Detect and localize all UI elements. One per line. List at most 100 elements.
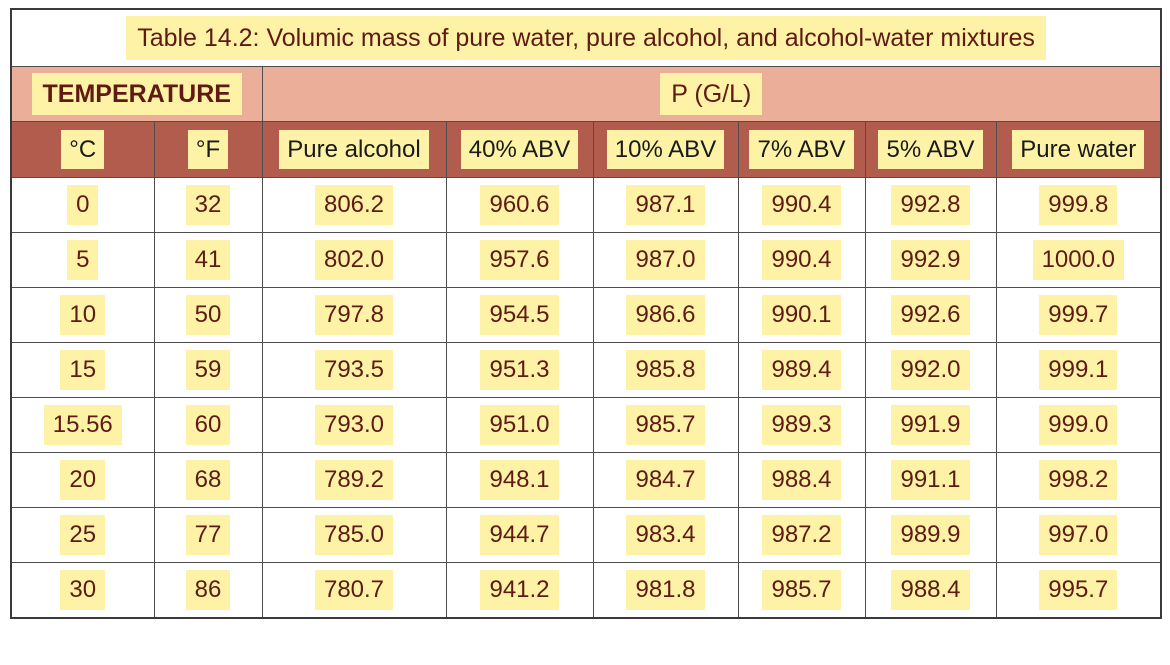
data-cell: 986.6 <box>592 287 739 343</box>
data-value: 999.1 <box>1039 350 1118 390</box>
table-title-cell: Table 14.2: Volumic mass of pure water, … <box>10 8 1162 67</box>
data-cell: 983.4 <box>592 507 739 563</box>
data-value: 990.4 <box>762 240 841 280</box>
table-row: 20 68 789.2 948.1 984.7 988.4 991.1 998.… <box>10 452 1162 508</box>
data-cell: 957.6 <box>445 232 594 288</box>
data-cell: 41 <box>153 232 263 288</box>
column-header-pure-alcohol: Pure alcohol <box>261 121 447 178</box>
data-value: 802.0 <box>314 240 394 280</box>
data-value: 990.4 <box>762 185 841 225</box>
data-cell: 793.5 <box>261 342 447 398</box>
table-row: 15.56 60 793.0 951.0 985.7 989.3 991.9 9… <box>10 397 1162 453</box>
data-value: 992.8 <box>891 185 970 225</box>
data-value: 960.6 <box>480 185 559 225</box>
column-header-pure-water: Pure water <box>995 121 1162 178</box>
data-cell: 68 <box>153 452 263 508</box>
data-value: 86 <box>185 570 231 610</box>
column-header-celsius: °C <box>10 121 155 178</box>
data-value: 41 <box>185 240 231 280</box>
data-value: 780.7 <box>314 570 394 610</box>
data-cell: 30 <box>10 562 155 619</box>
data-value: 785.0 <box>314 515 394 555</box>
data-value: 989.9 <box>891 515 970 555</box>
data-cell: 987.2 <box>737 507 866 563</box>
column-header-row: °C °F Pure alcohol 40% ABV 10% ABV 7% AB… <box>10 121 1162 178</box>
data-cell: 802.0 <box>261 232 447 288</box>
column-header-label: 5% ABV <box>878 129 983 170</box>
data-value: 957.6 <box>480 240 559 280</box>
table-row: 10 50 797.8 954.5 986.6 990.1 992.6 999.… <box>10 287 1162 343</box>
data-cell: 941.2 <box>445 562 594 619</box>
table-row: 25 77 785.0 944.7 983.4 987.2 989.9 997.… <box>10 507 1162 563</box>
data-cell: 981.8 <box>592 562 739 619</box>
column-header-label: °F <box>187 129 229 170</box>
column-header-5-abv: 5% ABV <box>864 121 997 178</box>
data-value: 983.4 <box>626 515 705 555</box>
data-cell: 793.0 <box>261 397 447 453</box>
data-cell: 990.4 <box>737 177 866 233</box>
data-value: 951.3 <box>480 350 559 390</box>
data-value: 68 <box>185 460 231 500</box>
column-header-label: 40% ABV <box>460 129 579 170</box>
data-cell: 992.9 <box>864 232 997 288</box>
data-cell: 806.2 <box>261 177 447 233</box>
data-cell: 984.7 <box>592 452 739 508</box>
data-value: 999.8 <box>1039 185 1118 225</box>
data-value: 793.0 <box>314 405 394 445</box>
data-cell: 989.4 <box>737 342 866 398</box>
data-cell: 785.0 <box>261 507 447 563</box>
data-cell: 999.8 <box>995 177 1162 233</box>
data-value: 60 <box>185 405 231 445</box>
data-cell: 15.56 <box>10 397 155 453</box>
temperature-group-header: TEMPERATURE <box>10 66 263 122</box>
data-cell: 991.1 <box>864 452 997 508</box>
data-cell: 985.7 <box>592 397 739 453</box>
data-cell: 50 <box>153 287 263 343</box>
data-value: 32 <box>185 185 231 225</box>
table-title: Table 14.2: Volumic mass of pure water, … <box>126 15 1046 61</box>
data-value: 77 <box>185 515 231 555</box>
data-value: 987.1 <box>626 185 705 225</box>
data-cell: 948.1 <box>445 452 594 508</box>
data-value: 989.4 <box>762 350 841 390</box>
data-value: 988.4 <box>762 460 841 500</box>
data-cell: 10 <box>10 287 155 343</box>
column-header-10-abv: 10% ABV <box>592 121 739 178</box>
group-header-row: TEMPERATURE P (G/L) <box>10 66 1162 122</box>
data-value: 1000.0 <box>1032 240 1124 280</box>
data-cell: 988.4 <box>737 452 866 508</box>
data-cell: 86 <box>153 562 263 619</box>
data-cell: 25 <box>10 507 155 563</box>
data-value: 998.2 <box>1039 460 1118 500</box>
data-cell: 997.0 <box>995 507 1162 563</box>
data-value: 988.4 <box>891 570 970 610</box>
data-cell: 780.7 <box>261 562 447 619</box>
data-value: 0 <box>67 185 99 225</box>
column-header-fahrenheit: °F <box>153 121 263 178</box>
table-row: 15 59 793.5 951.3 985.8 989.4 992.0 999.… <box>10 342 1162 398</box>
data-cell: 15 <box>10 342 155 398</box>
data-cell: 999.0 <box>995 397 1162 453</box>
column-header-label: 10% ABV <box>606 129 725 170</box>
data-value: 990.1 <box>762 295 841 335</box>
data-value: 999.7 <box>1039 295 1118 335</box>
data-value: 15 <box>60 350 106 390</box>
data-value: 948.1 <box>480 460 559 500</box>
data-cell: 5 <box>10 232 155 288</box>
data-cell: 985.8 <box>592 342 739 398</box>
data-value: 991.9 <box>891 405 970 445</box>
data-value: 10 <box>60 295 106 335</box>
data-cell: 797.8 <box>261 287 447 343</box>
data-cell: 989.9 <box>864 507 997 563</box>
data-cell: 995.7 <box>995 562 1162 619</box>
data-value: 985.7 <box>762 570 841 610</box>
data-value: 789.2 <box>314 460 394 500</box>
data-value: 999.0 <box>1039 405 1118 445</box>
data-cell: 32 <box>153 177 263 233</box>
data-value: 50 <box>185 295 231 335</box>
data-value: 944.7 <box>480 515 559 555</box>
data-value: 985.7 <box>626 405 705 445</box>
data-cell: 999.1 <box>995 342 1162 398</box>
density-group-header: P (G/L) <box>261 66 1162 122</box>
data-cell: 951.0 <box>445 397 594 453</box>
